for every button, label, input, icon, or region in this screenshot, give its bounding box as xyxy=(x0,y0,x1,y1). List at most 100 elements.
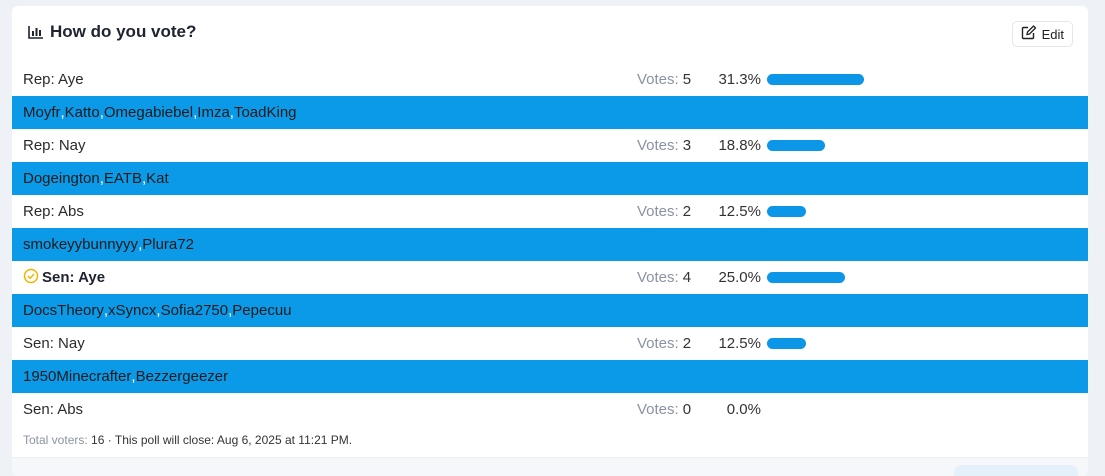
voter-name-link[interactable]: Pepecuu xyxy=(232,302,292,319)
poll-option-label: Rep: Aye xyxy=(23,71,84,88)
voter-separator: , xyxy=(138,236,143,253)
poll-option-row[interactable]: Rep: Abs Votes: 2 12.5% xyxy=(12,195,1088,228)
vote-percentage: 25.0% xyxy=(718,269,761,286)
vote-button[interactable] xyxy=(954,465,1078,476)
total-voters-count: 16 xyxy=(91,433,105,447)
vote-percentage: 18.8% xyxy=(718,137,761,154)
poll-option-label: Rep: Abs xyxy=(23,203,84,220)
vote-progress-bar xyxy=(767,140,825,151)
voter-name-link[interactable]: DocsTheory xyxy=(23,302,104,319)
votes-label: Votes: xyxy=(637,203,679,220)
check-circle-icon xyxy=(23,268,39,288)
votes-number: 4 xyxy=(682,269,692,286)
poll-option-row[interactable]: Rep: Aye Votes: 5 31.3% xyxy=(12,63,1088,96)
voter-name-link[interactable]: Imza xyxy=(197,104,230,121)
poll-option-row[interactable]: Sen: Abs Votes: 0 0.0% xyxy=(12,393,1088,426)
voter-name-link[interactable]: Omegabiebel xyxy=(103,104,194,121)
poll-action-bar xyxy=(12,457,1088,476)
poll-title-text: How do you vote? xyxy=(50,22,197,41)
voter-separator: , xyxy=(60,104,65,121)
voters-list-row: 1950Minecrafter, Bezzergeezer xyxy=(12,360,1088,393)
votes-number: 2 xyxy=(682,203,692,220)
poll-option-label: Sen: Aye xyxy=(23,268,105,288)
voters-list-row: smokeyybunnyyy, Plura72 xyxy=(12,228,1088,261)
option-text: Sen: Aye xyxy=(42,269,106,286)
voter-separator: , xyxy=(228,302,233,319)
votes-count: Votes: 2 xyxy=(637,335,691,352)
voter-separator: , xyxy=(99,170,104,187)
votes-number: 2 xyxy=(682,335,692,352)
vote-bar-track xyxy=(767,404,967,415)
vote-bar-track xyxy=(767,338,967,349)
voter-name-link[interactable]: smokeyybunnyyy xyxy=(23,236,139,253)
votes-count: Votes: 0 xyxy=(637,401,691,418)
vote-progress-bar xyxy=(767,206,806,217)
voters-list-row: DocsTheory, xSyncx, Sofia2750, Pepecuu xyxy=(12,294,1088,327)
poll-option-label: Rep: Nay xyxy=(23,137,86,154)
voter-name-link[interactable]: Kat xyxy=(146,170,169,187)
votes-label: Votes: xyxy=(637,71,679,88)
vote-bar-track xyxy=(767,206,967,217)
vote-bar-track xyxy=(767,272,967,283)
option-text: Rep: Nay xyxy=(23,137,86,154)
edit-button[interactable]: Edit xyxy=(1011,21,1073,47)
vote-progress-bar xyxy=(767,338,806,349)
voter-separator: , xyxy=(229,104,234,121)
voters-list-row: Dogeington, EATB, Kat xyxy=(12,162,1088,195)
vote-percentage: 12.5% xyxy=(718,203,761,220)
voter-name-link[interactable]: xSyncx xyxy=(108,302,157,319)
poll-option-row[interactable]: Rep: Nay Votes: 3 18.8% xyxy=(12,129,1088,162)
poll-footer: Total voters: 16 · This poll will close:… xyxy=(23,433,352,447)
votes-count: Votes: 2 xyxy=(637,203,691,220)
vote-bar-track xyxy=(767,74,967,85)
poll-option-row[interactable]: Sen: Nay Votes: 2 12.5% xyxy=(12,327,1088,360)
edit-button-label: Edit xyxy=(1041,26,1064,42)
vote-progress-bar xyxy=(767,272,845,283)
poll-option-label: Sen: Abs xyxy=(23,401,83,418)
voter-separator: , xyxy=(131,368,136,385)
option-text: Sen: Abs xyxy=(23,401,84,418)
poll-option-label: Sen: Nay xyxy=(23,335,85,352)
voter-name-link[interactable]: Bezzergeezer xyxy=(135,368,229,385)
vote-progress-bar xyxy=(767,74,864,85)
votes-label: Votes: xyxy=(637,269,679,286)
vote-percentage: 12.5% xyxy=(718,335,761,352)
votes-count: Votes: 4 xyxy=(637,269,691,286)
option-text: Rep: Aye xyxy=(23,71,84,88)
option-text: Rep: Abs xyxy=(23,203,84,220)
votes-label: Votes: xyxy=(637,335,679,352)
voter-name-link[interactable]: 1950Minecrafter xyxy=(23,368,132,385)
option-text: Sen: Nay xyxy=(23,335,85,352)
poll-option-row[interactable]: Sen: Aye Votes: 4 25.0% xyxy=(12,261,1088,294)
voter-name-link[interactable]: EATB xyxy=(103,170,142,187)
voter-name-link[interactable]: Sofia2750 xyxy=(160,302,229,319)
voter-name-link[interactable]: Moyfr xyxy=(23,104,61,121)
votes-label: Votes: xyxy=(637,401,679,418)
voter-separator: , xyxy=(193,104,198,121)
total-voters-label: Total voters: xyxy=(23,433,88,447)
votes-count: Votes: 5 xyxy=(637,71,691,88)
poll-close-text: · This poll will close: Aug 6, 2025 at 1… xyxy=(107,433,353,447)
vote-percentage: 0.0% xyxy=(726,401,761,418)
poll-title: How do you vote? xyxy=(28,22,196,42)
voters-list-row: Moyfr, Katto, Omegabiebel, Imza, ToadKing xyxy=(12,96,1088,129)
votes-count: Votes: 3 xyxy=(637,137,691,154)
voter-name-link[interactable]: Dogeington xyxy=(23,170,100,187)
vote-percentage: 31.3% xyxy=(718,71,761,88)
voter-separator: , xyxy=(103,302,109,319)
edit-icon xyxy=(1021,25,1037,43)
bar-chart-icon xyxy=(28,25,44,39)
voter-separator: , xyxy=(141,170,147,187)
voter-name-link[interactable]: ToadKing xyxy=(233,104,297,121)
voter-separator: , xyxy=(156,302,161,319)
voter-name-link[interactable]: Katto xyxy=(64,104,100,121)
votes-label: Votes: xyxy=(637,137,679,154)
votes-number: 3 xyxy=(682,137,692,154)
votes-number: 0 xyxy=(682,401,692,418)
poll-card: How do you vote? Edit Rep: Aye Votes: 5 31.… xyxy=(12,6,1088,476)
poll-header: How do you vote? Edit xyxy=(12,6,1088,63)
voter-name-link[interactable]: Plura72 xyxy=(142,236,194,253)
voter-separator: , xyxy=(99,104,104,121)
votes-number: 5 xyxy=(682,71,692,88)
vote-bar-track xyxy=(767,140,967,151)
